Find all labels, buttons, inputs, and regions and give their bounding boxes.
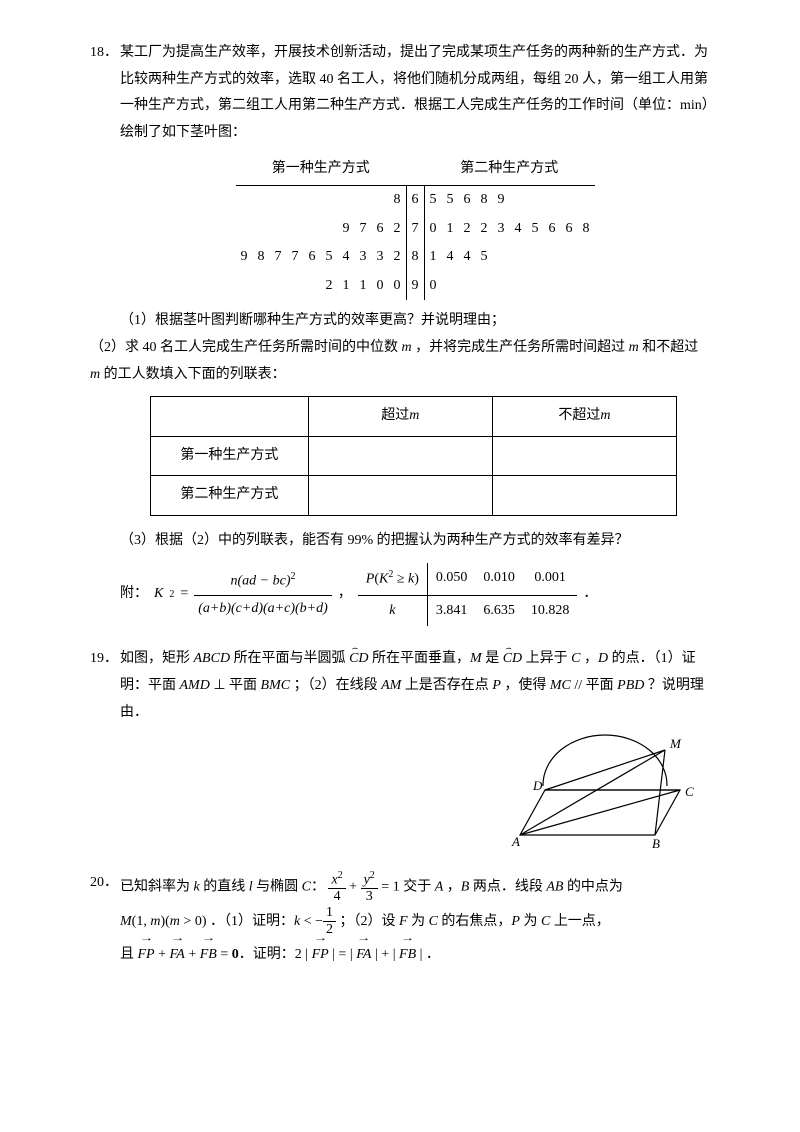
problem-19: 19． 如图，矩形 ABCD 所在平面与半圆弧 ⌢CD 所在平面垂直，M 是 ⌢…: [90, 646, 710, 850]
problem-body: 已知斜率为 k 的直线 l 与椭圆 C： x24 + y23 = 1 交于 A …: [120, 870, 710, 972]
figure-19: A B C D M: [90, 720, 710, 850]
sl-row: 8 6 55689: [236, 185, 595, 214]
svg-text:C: C: [685, 784, 694, 799]
appendix-formula: 附： K2 = n(ad − bc)2 (a+b)(c+d)(a+c)(b+d)…: [120, 563, 710, 627]
svg-text:A: A: [511, 834, 520, 849]
table-row-label: 第二种生产方式: [151, 476, 309, 516]
sl-row: 9762 7 0122345668: [236, 215, 595, 244]
problem-number: 20．: [90, 870, 118, 897]
problem-body: 如图，矩形 ABCD 所在平面与半圆弧 ⌢CD 所在平面垂直，M 是 ⌢CD 上…: [120, 646, 710, 726]
sl-row: 9877654332 8 1445: [236, 243, 595, 272]
svg-text:M: M: [669, 736, 682, 751]
sub-q3: （3）根据（2）中的列联表，能否有 99% 的把握认为两种生产方式的效率有差异？: [120, 528, 710, 555]
problem-body: 某工厂为提高生产效率，开展技术创新活动，提出了完成某项生产任务的两种新的生产方式…: [120, 40, 710, 335]
geometry-diagram: A B C D M: [500, 720, 710, 850]
sl-header-right: 第二种生产方式: [424, 154, 595, 185]
problem-text: 某工厂为提高生产效率，开展技术创新活动，提出了完成某项生产任务的两种新的生产方式…: [120, 40, 710, 146]
problem-18: 18． 某工厂为提高生产效率，开展技术创新活动，提出了完成某项生产任务的两种新的…: [90, 40, 710, 626]
sub-q1: （1）根据茎叶图判断哪种生产方式的效率更高？并说明理由；: [120, 308, 710, 335]
problem-number: 18．: [90, 40, 118, 67]
svg-text:B: B: [652, 836, 660, 850]
contingency-table: 超过m 不超过m 第一种生产方式 第二种生产方式: [150, 396, 677, 516]
sl-header-left: 第一种生产方式: [236, 154, 407, 185]
svg-text:D: D: [532, 778, 543, 793]
sl-row: 21100 9 0: [236, 272, 595, 301]
problem-20: 20． 已知斜率为 k 的直线 l 与椭圆 C： x24 + y23 = 1 交…: [90, 870, 710, 972]
stem-leaf-plot: 第一种生产方式 第二种生产方式 8 6 55689 9762 7 0122345…: [236, 154, 595, 300]
sub-q2: （2）求 40 名工人完成生产任务所需时间的中位数 m ，并将完成生产任务所需时…: [90, 340, 698, 382]
problem-number: 19．: [90, 646, 118, 673]
chi-square-table: P(K2 ≥ k) 0.0500.0100.001 k 3.8416.63510…: [358, 563, 578, 627]
table-row-label: 第一种生产方式: [151, 436, 309, 476]
